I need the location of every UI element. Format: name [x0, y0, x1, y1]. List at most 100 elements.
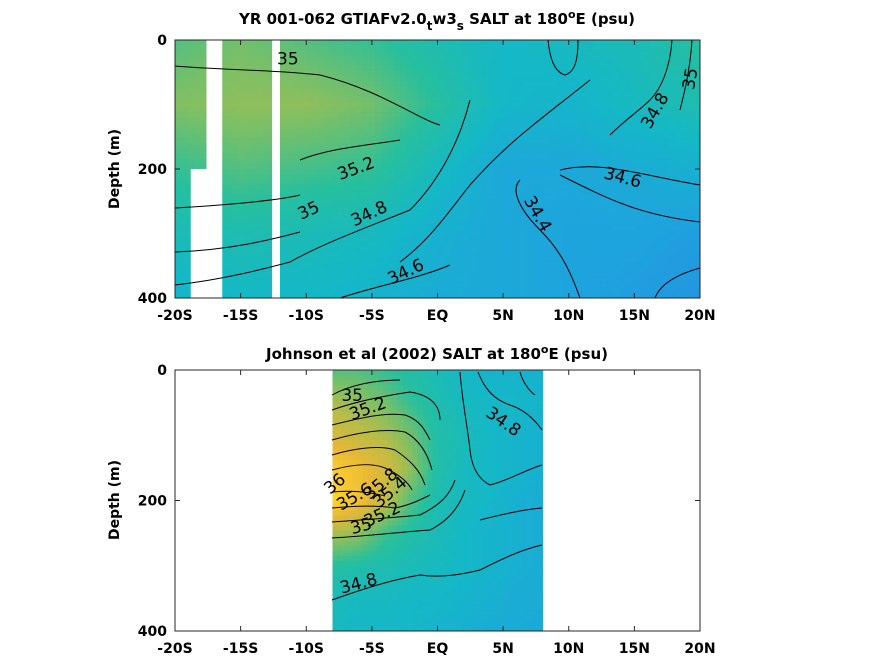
heatmap-cell	[587, 91, 595, 98]
heatmap-cell	[381, 163, 389, 170]
heatmap-cell	[387, 163, 395, 170]
heatmap-cell	[562, 60, 570, 67]
heatmap-cell	[587, 96, 595, 103]
heatmap-cell	[532, 435, 539, 441]
heatmap-cell	[425, 179, 432, 186]
heatmap-cell	[477, 385, 484, 391]
heatmap-cell	[397, 405, 404, 411]
heatmap-cell	[637, 55, 645, 62]
heatmap-cell	[225, 50, 232, 57]
heatmap-cell	[587, 251, 595, 258]
heatmap-cell	[337, 225, 345, 232]
heatmap-cell	[225, 230, 232, 237]
heatmap-cell	[256, 272, 264, 278]
heatmap-cell	[368, 45, 376, 51]
heatmap-cell	[225, 122, 232, 129]
heatmap-cell	[668, 127, 676, 134]
heatmap-cell	[343, 101, 351, 108]
heatmap-cell	[181, 256, 189, 263]
heatmap-cell	[462, 277, 470, 284]
heatmap-cell	[487, 430, 494, 436]
heatmap-cell	[462, 220, 470, 227]
heatmap-cell	[250, 45, 257, 51]
heatmap-cell	[543, 169, 551, 175]
heatmap-cell	[306, 277, 314, 284]
heatmap-cell	[287, 138, 295, 144]
heatmap-cell	[181, 205, 189, 211]
heatmap-cell	[287, 81, 295, 88]
heatmap-cell	[506, 107, 514, 113]
heatmap-cell	[531, 169, 539, 175]
heatmap-cell	[243, 287, 251, 294]
heatmap-cell	[650, 148, 657, 155]
heatmap-cell	[575, 70, 582, 77]
heatmap-cell	[693, 153, 700, 160]
heatmap-cell	[231, 132, 239, 139]
heatmap-cell	[487, 425, 494, 431]
heatmap-cell	[493, 70, 501, 77]
heatmap-cell	[522, 375, 529, 381]
heatmap-cell	[402, 450, 409, 456]
heatmap-cell	[357, 450, 364, 456]
heatmap-cell	[318, 282, 326, 289]
heatmap-cell	[350, 205, 357, 211]
heatmap-cell	[350, 153, 357, 160]
heatmap-cell	[368, 81, 376, 88]
heatmap-cell	[492, 400, 499, 406]
heatmap-cell	[375, 241, 382, 247]
heatmap-cell	[481, 282, 489, 289]
heatmap-cell	[506, 127, 514, 134]
heatmap-cell	[425, 246, 432, 253]
heatmap-cell	[443, 117, 451, 124]
heatmap-cell	[412, 215, 420, 222]
heatmap-cell	[662, 50, 670, 57]
heatmap-cell	[612, 96, 620, 103]
heatmap-cell	[612, 101, 620, 108]
heatmap-cell	[481, 91, 489, 98]
heatmap-cell	[475, 132, 482, 139]
heatmap-cell	[482, 435, 489, 441]
heatmap-cell	[312, 205, 320, 211]
heatmap-cell	[475, 194, 482, 201]
heatmap-cell	[681, 287, 689, 294]
heatmap-cell	[325, 267, 332, 273]
heatmap-cell	[468, 215, 476, 222]
heatmap-cell	[350, 158, 357, 165]
heatmap-cell	[225, 199, 232, 206]
heatmap-cell	[400, 127, 407, 134]
heatmap-cell	[393, 287, 401, 294]
heatmap-cell	[412, 112, 420, 118]
heatmap-cell	[393, 76, 401, 82]
heatmap-cell	[352, 370, 359, 376]
heatmap-cell	[443, 40, 451, 46]
heatmap-cell	[237, 96, 245, 103]
heatmap-cell	[512, 163, 520, 170]
heatmap-cell	[517, 445, 524, 451]
heatmap-cell	[675, 40, 682, 46]
heatmap-cell	[367, 385, 374, 391]
heatmap-cell	[331, 163, 339, 170]
heatmap-cell	[243, 251, 251, 258]
heatmap-cell	[525, 282, 532, 289]
heatmap-cell	[287, 210, 295, 217]
heatmap-cell	[375, 210, 382, 217]
heatmap-cell	[193, 138, 201, 144]
heatmap-cell	[325, 55, 332, 62]
heatmap-cell	[487, 55, 495, 62]
heatmap-cell	[506, 40, 514, 46]
heatmap-cell	[175, 117, 182, 124]
heatmap-cell	[668, 70, 676, 77]
heatmap-cell	[587, 132, 595, 139]
heatmap-cell	[281, 267, 289, 273]
heatmap-cell	[400, 107, 407, 113]
heatmap-cell	[306, 132, 314, 139]
heatmap-cell	[377, 440, 384, 446]
heatmap-cell	[500, 205, 507, 211]
heatmap-cell	[675, 277, 682, 284]
heatmap-cell	[456, 184, 464, 191]
heatmap-cell	[662, 65, 670, 72]
heatmap-cell	[181, 45, 189, 51]
heatmap-cell	[493, 292, 501, 298]
heatmap-cell	[382, 435, 389, 441]
heatmap-cell	[693, 138, 700, 144]
